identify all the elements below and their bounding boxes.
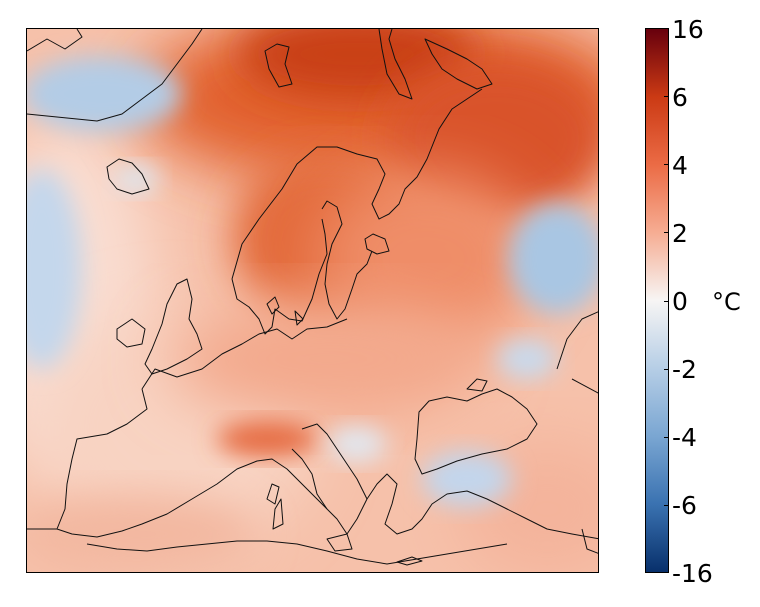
colorbar-tick-mark [664,505,669,506]
cool-ural [509,204,598,314]
colorbar [645,28,669,573]
coast-sicily [326,533,353,552]
coast-adriatic [301,423,368,500]
map-canvas [27,29,598,572]
coast-great-britain [144,278,203,375]
cool-greenland-sea [27,56,182,132]
cool-caspian-north [497,339,557,379]
colorbar-unit-label: °C [712,288,741,316]
anomaly-field [27,29,598,572]
colorbar-tick-label: 6 [672,83,688,112]
colorbar-tick-mark [664,369,669,370]
anomaly-map [26,28,599,573]
cool-balkans [327,426,387,462]
coast-norway-sweden [231,218,328,335]
coast-continental-north [141,318,348,390]
coast-gulf-finland [364,233,390,255]
colorbar-tick-label: -2 [672,355,697,384]
coast-crete [396,556,423,566]
colorbar-tick-mark [664,232,669,233]
colorbar-tick-label: 2 [672,219,688,248]
coast-balkans-turkey [346,473,598,540]
colorbar-tick-label: -16 [672,559,713,588]
anomaly-north-africa [27,494,257,572]
coast-baltic [321,200,373,320]
coast-novaya-zemlya [378,29,413,100]
coast-black-sea [414,388,538,475]
cool-atlantic [27,169,82,369]
colorbar-tick-label: -6 [672,491,697,520]
coast-scandinavia-north [231,88,483,280]
colorbar-tick-label: 4 [672,151,688,180]
coast-svalbard-west [27,29,83,52]
coast-italy [291,448,328,510]
coast-greenland [27,29,203,122]
coast-north-africa [27,528,508,565]
colorbar-tick-mark [664,301,669,302]
coastlines [27,29,598,566]
coast-sea-of-azov [466,378,488,392]
coast-ireland [116,318,146,348]
anomaly-central-europe [167,299,487,419]
coast-spitsbergen [264,43,293,88]
colorbar-tick-label: 16 [672,15,704,44]
anomaly-barents-peak [237,29,477,99]
cool-anomalies [27,56,598,507]
coast-iberia-france [56,388,348,538]
coast-corsica-sardinia [266,483,284,530]
colorbar-tick-mark [664,164,669,165]
colorbar-tick-mark [664,437,669,438]
coast-danish-islands [266,296,304,326]
colorbar-tick-label: -4 [672,423,697,452]
anomaly-alps [217,421,317,457]
coast-iceland [106,158,150,195]
coast-levant [581,528,598,554]
colorbar-tick-label: 0 [672,287,688,316]
coast-caspian [556,311,598,394]
cool-anatolia [422,451,512,507]
colorbar-tick-mark [664,96,669,97]
coast-novaya-zemlya-north [424,38,493,90]
